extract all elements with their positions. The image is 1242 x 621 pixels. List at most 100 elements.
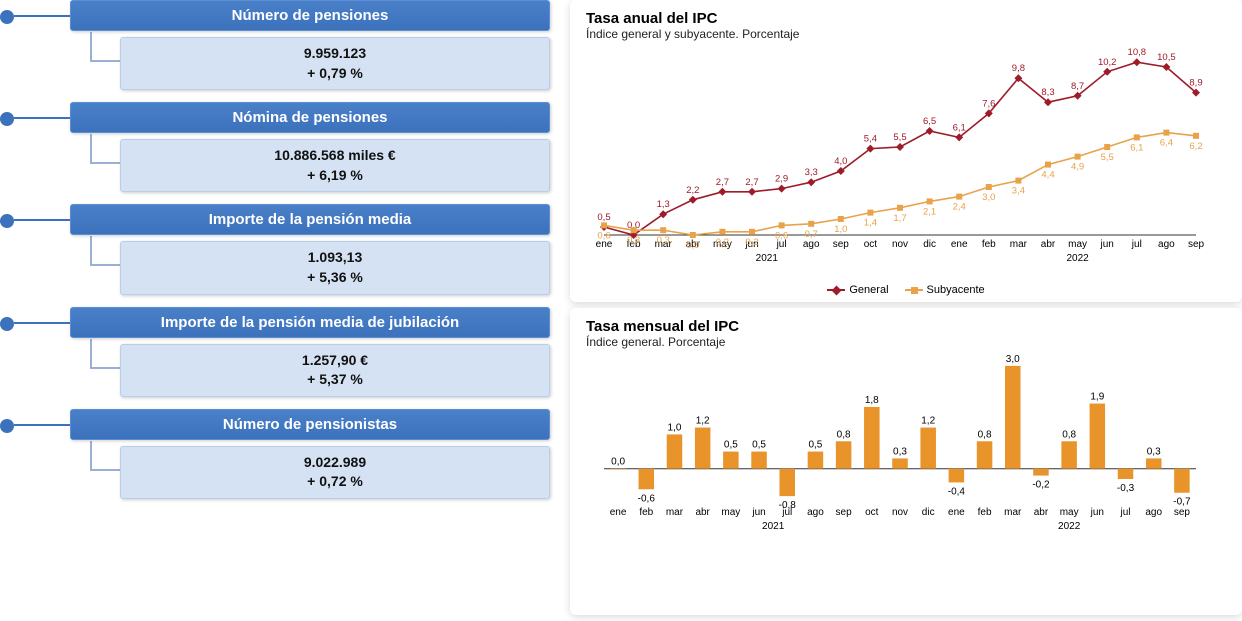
svg-text:6,1: 6,1	[1130, 142, 1143, 153]
svg-text:ago: ago	[807, 507, 824, 518]
svg-text:1,7: 1,7	[893, 213, 906, 224]
svg-text:4,9: 4,9	[1071, 162, 1084, 173]
monthly-bar-chart: 0,0-0,61,01,20,50,5-0,80,50,81,80,31,2-0…	[586, 353, 1206, 543]
legend-item: General	[827, 284, 888, 296]
svg-text:may: may	[721, 507, 740, 518]
svg-text:jul: jul	[1131, 239, 1142, 250]
monthly-chart-card: Tasa mensual del IPC Índice general. Por…	[570, 308, 1242, 615]
svg-text:0,0: 0,0	[611, 457, 625, 468]
svg-text:dic: dic	[922, 507, 935, 518]
svg-text:10,5: 10,5	[1157, 52, 1176, 63]
svg-text:nov: nov	[892, 239, 908, 250]
svg-text:1,8: 1,8	[865, 395, 879, 406]
bullet-icon	[0, 112, 14, 126]
svg-text:6,1: 6,1	[953, 122, 966, 133]
metric-1: Nómina de pensiones 10.886.568 miles €+ 6…	[0, 102, 560, 192]
svg-text:-0,4: -0,4	[948, 486, 966, 497]
svg-text:0,2: 0,2	[745, 237, 758, 248]
svg-text:1,2: 1,2	[921, 416, 935, 427]
svg-text:0,3: 0,3	[1147, 446, 1161, 457]
svg-text:0,0: 0,0	[686, 240, 699, 251]
connector-elbow	[90, 339, 120, 369]
svg-text:jul: jul	[781, 507, 792, 518]
svg-text:4,4: 4,4	[1041, 170, 1054, 181]
svg-text:3,3: 3,3	[805, 167, 818, 178]
svg-text:8,9: 8,9	[1189, 78, 1202, 89]
annual-line-chart: enefebmarabrmayjunjulagosepoctnovdicenef…	[586, 45, 1206, 275]
legend-marker-icon	[905, 289, 923, 291]
annual-legend: General Subyacente	[586, 282, 1226, 296]
svg-text:0,6: 0,6	[775, 230, 788, 241]
legend-marker-icon	[827, 289, 845, 291]
svg-text:1,4: 1,4	[864, 218, 877, 229]
annual-chart-card: Tasa anual del IPC Índice general y suby…	[570, 0, 1242, 302]
svg-text:oct: oct	[865, 507, 879, 518]
svg-text:8,3: 8,3	[1041, 87, 1054, 98]
connector-line	[14, 322, 70, 324]
svg-text:1,0: 1,0	[668, 422, 682, 433]
svg-text:may: may	[1068, 239, 1087, 250]
svg-text:jun: jun	[1090, 507, 1104, 518]
svg-text:0,8: 0,8	[978, 429, 992, 440]
connector-line	[14, 219, 70, 221]
svg-text:-0,3: -0,3	[1117, 483, 1135, 494]
svg-text:ago: ago	[803, 239, 820, 250]
svg-text:ago: ago	[1145, 507, 1162, 518]
annual-chart-subtitle: Índice general y subyacente. Porcentaje	[586, 27, 1226, 41]
svg-text:2,2: 2,2	[686, 185, 699, 196]
metric-title: Importe de la pensión media de jubilació…	[70, 307, 550, 338]
svg-text:3,4: 3,4	[1012, 186, 1025, 197]
svg-text:2021: 2021	[756, 253, 779, 264]
metric-title: Número de pensiones	[70, 0, 550, 31]
svg-text:jun: jun	[1100, 239, 1114, 250]
svg-text:-0,2: -0,2	[1032, 480, 1050, 491]
svg-text:0,3: 0,3	[627, 235, 640, 246]
svg-text:0,5: 0,5	[808, 440, 822, 451]
metric-0: Número de pensiones9.959.123+ 0,79 %	[0, 0, 560, 90]
svg-text:0,5: 0,5	[724, 440, 738, 451]
svg-text:sep: sep	[836, 507, 853, 518]
connector-elbow	[90, 441, 120, 471]
metric-title: Número de pensionistas	[70, 409, 550, 440]
svg-text:3,0: 3,0	[1006, 354, 1020, 365]
metric-value: 10.886.568 miles €+ 6,19 %	[120, 139, 550, 192]
bullet-icon	[0, 317, 14, 331]
svg-text:abr: abr	[1034, 507, 1049, 518]
svg-text:may: may	[1060, 507, 1079, 518]
svg-text:1,0: 1,0	[834, 224, 847, 235]
monthly-chart-title: Tasa mensual del IPC	[586, 318, 1226, 335]
svg-text:-0,6: -0,6	[638, 493, 656, 504]
svg-text:ago: ago	[1158, 239, 1175, 250]
svg-text:0,5: 0,5	[752, 440, 766, 451]
svg-text:abr: abr	[695, 507, 710, 518]
svg-text:jun: jun	[751, 507, 765, 518]
svg-text:feb: feb	[978, 507, 992, 518]
svg-text:0,2: 0,2	[716, 237, 729, 248]
metric-4: Número de pensionistas 9.022.989+ 0,72 %	[0, 409, 560, 499]
metric-3: Importe de la pensión media de jubilació…	[0, 307, 560, 397]
svg-text:5,4: 5,4	[864, 134, 877, 145]
svg-text:7,6: 7,6	[982, 98, 995, 109]
metric-title: Nómina de pensiones	[70, 102, 550, 133]
svg-text:1,9: 1,9	[1090, 392, 1104, 403]
metric-value: 9.022.989+ 0,72 %	[120, 446, 550, 499]
svg-text:mar: mar	[1004, 507, 1022, 518]
svg-text:8,7: 8,7	[1071, 81, 1084, 92]
bullet-icon	[0, 214, 14, 228]
svg-text:dic: dic	[923, 239, 936, 250]
svg-text:sep: sep	[1188, 239, 1205, 250]
svg-text:2,4: 2,4	[953, 202, 966, 213]
connector-line	[14, 117, 70, 119]
bullet-icon	[0, 419, 14, 433]
legend-label: General	[849, 284, 888, 296]
svg-text:mar: mar	[666, 507, 684, 518]
bullet-icon	[0, 10, 14, 24]
metric-value: 1.093,13+ 5,36 %	[120, 241, 550, 294]
svg-text:3,0: 3,0	[982, 192, 995, 203]
svg-text:10,2: 10,2	[1098, 57, 1117, 68]
svg-text:5,5: 5,5	[893, 132, 906, 143]
legend-item: Subyacente	[905, 284, 985, 296]
metric-2: Importe de la pensión media1.093,13+ 5,3…	[0, 204, 560, 294]
svg-text:2022: 2022	[1058, 521, 1081, 532]
svg-text:ene: ene	[951, 239, 968, 250]
